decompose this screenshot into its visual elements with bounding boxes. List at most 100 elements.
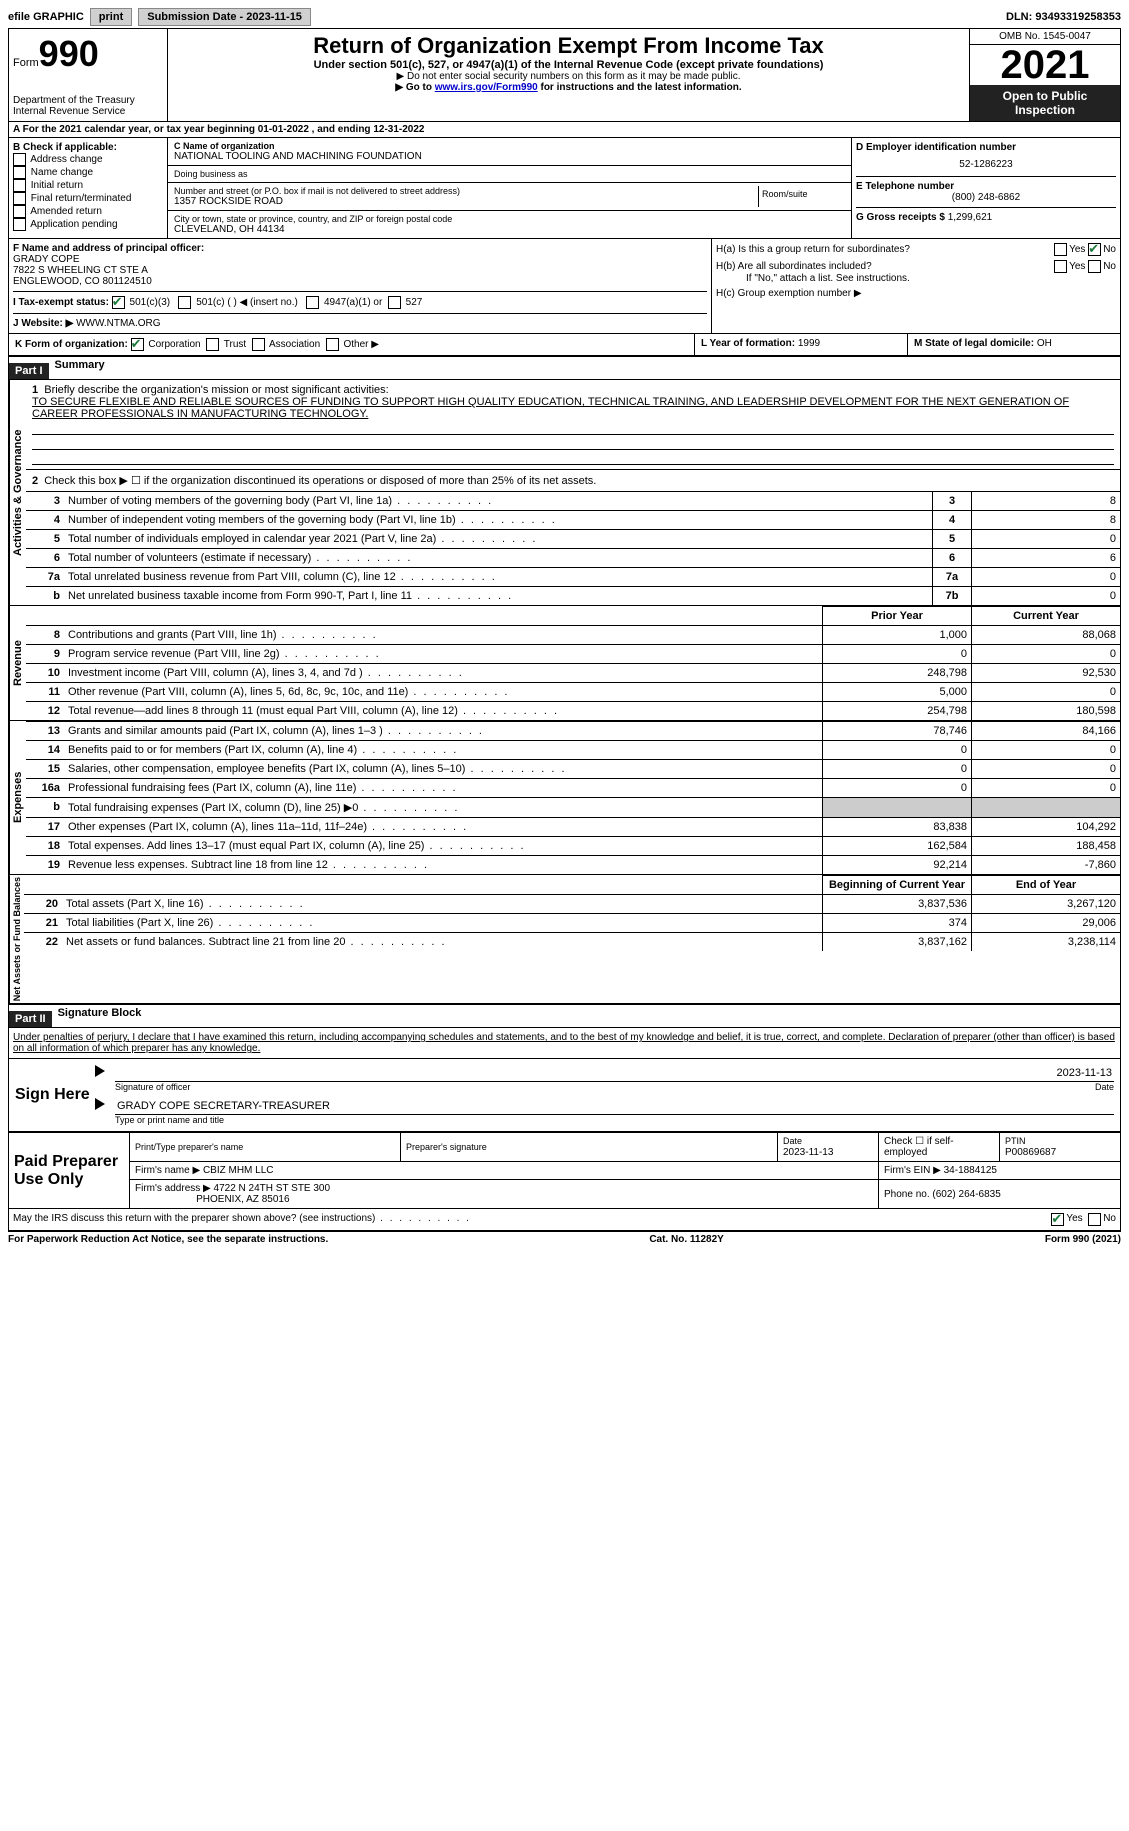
prior-year-value: 92,214	[823, 856, 972, 875]
k-assoc-checkbox[interactable]	[252, 338, 265, 351]
b-checkbox[interactable]	[13, 192, 26, 205]
print-button[interactable]: print	[90, 8, 132, 26]
vlabel-na: Net Assets or Fund Balances	[9, 875, 24, 1003]
section-m-label: M State of legal domicile:	[914, 338, 1034, 349]
b-checkbox[interactable]	[13, 166, 26, 179]
current-year-value: 3,238,114	[972, 933, 1121, 952]
line-label: Total expenses. Add lines 13–17 (must eq…	[64, 837, 823, 856]
line-label: Total number of individuals employed in …	[64, 530, 933, 549]
line-num: 5	[26, 530, 64, 549]
officer-addr1: 7822 S WHEELING CT STE A	[13, 265, 707, 276]
section-e-label: E Telephone number	[856, 181, 1116, 192]
b-checkbox[interactable]	[13, 153, 26, 166]
note2-pre: ▶ Go to	[395, 82, 434, 93]
line-label: Number of independent voting members of …	[64, 511, 933, 530]
part1-header: Part I	[9, 363, 49, 379]
b-checkbox[interactable]	[13, 218, 26, 231]
b-checkbox[interactable]	[13, 179, 26, 192]
section-i-label: I Tax-exempt status:	[13, 297, 109, 308]
prior-year-value: 0	[823, 645, 972, 664]
hc-label: H(c) Group exemption number ▶	[716, 288, 1116, 299]
org-address: 1357 ROCKSIDE ROAD	[174, 196, 758, 207]
gray-cell	[823, 798, 972, 818]
discuss-no-checkbox[interactable]	[1088, 1213, 1101, 1226]
date-label: Date	[1095, 1082, 1114, 1092]
line-num: b	[26, 587, 64, 606]
line-label: Net assets or fund balances. Subtract li…	[62, 933, 823, 952]
line-label: Total fundraising expenses (Part IX, col…	[64, 798, 823, 818]
officer-name-title: GRADY COPE SECRETARY-TREASURER	[115, 1098, 1114, 1115]
ha-yes-checkbox[interactable]	[1054, 243, 1067, 256]
arrow-icon	[95, 1065, 105, 1077]
website-value: WWW.NTMA.ORG	[76, 318, 160, 329]
line2-text: Check this box ▶ ☐ if the organization d…	[44, 475, 596, 487]
hb-no-checkbox[interactable]	[1088, 260, 1101, 273]
gray-cell	[972, 798, 1121, 818]
line-num: b	[26, 798, 64, 818]
prep-date-label: Date	[783, 1136, 802, 1146]
arrow-icon	[95, 1098, 105, 1110]
firm-name: CBIZ MHM LLC	[203, 1165, 274, 1176]
opt-501c3: 501(c)(3)	[130, 297, 171, 308]
current-year-value: 0	[972, 741, 1121, 760]
line-num: 16a	[26, 779, 64, 798]
part2-title: Signature Block	[52, 1005, 148, 1027]
k-trust-checkbox[interactable]	[206, 338, 219, 351]
line-label: Total unrelated business revenue from Pa…	[64, 568, 933, 587]
section-g-label: G Gross receipts $	[856, 212, 945, 223]
type-name-label: Type or print name and title	[115, 1115, 1114, 1125]
line-num: 15	[26, 760, 64, 779]
prior-year-value: 0	[823, 779, 972, 798]
year-formation: 1999	[798, 338, 820, 349]
preparer-table: Paid Preparer Use Only Print/Type prepar…	[8, 1132, 1121, 1209]
checkbox-501c[interactable]	[178, 296, 191, 309]
line-value: 6	[972, 549, 1121, 568]
checkbox-501c3[interactable]	[112, 296, 125, 309]
k-other: Other ▶	[343, 339, 378, 350]
k-corp: Corporation	[148, 339, 200, 350]
line-value: 8	[972, 511, 1121, 530]
line-num: 22	[24, 933, 62, 952]
submission-date-button[interactable]: Submission Date - 2023-11-15	[138, 8, 311, 26]
firm-ein: 34-1884125	[944, 1165, 997, 1176]
k-corp-checkbox[interactable]	[131, 338, 144, 351]
b-checkbox[interactable]	[13, 205, 26, 218]
firm-name-label: Firm's name ▶	[135, 1165, 200, 1176]
k-other-checkbox[interactable]	[326, 338, 339, 351]
form990-link[interactable]: www.irs.gov/Form990	[435, 82, 538, 93]
discuss-yes: Yes	[1066, 1213, 1082, 1226]
prior-year-value: 5,000	[823, 683, 972, 702]
prior-year-value: 1,000	[823, 626, 972, 645]
checkbox-4947[interactable]	[306, 296, 319, 309]
checkbox-527[interactable]	[388, 296, 401, 309]
firm-addr2: PHOENIX, AZ 85016	[196, 1194, 289, 1205]
prep-phone-label: Phone no.	[884, 1189, 930, 1200]
firm-addr1: 4722 N 24TH ST STE 300	[214, 1183, 331, 1194]
ha-yes: Yes	[1069, 244, 1085, 255]
open-inspection: Open to Public Inspection	[970, 85, 1120, 121]
prep-phone: (602) 264-6835	[932, 1189, 1000, 1200]
current-year-value: 84,166	[972, 722, 1121, 741]
vlabel-exp: Expenses	[9, 721, 26, 874]
col-header: Beginning of Current Year	[823, 876, 972, 895]
hb-yes-checkbox[interactable]	[1054, 260, 1067, 273]
ha-no-checkbox[interactable]	[1088, 243, 1101, 256]
sig-officer-label: Signature of officer	[115, 1082, 1095, 1092]
ein-value: 52-1286223	[856, 153, 1116, 176]
line-num: 4	[26, 511, 64, 530]
room-label: Room/suite	[759, 186, 845, 207]
firm-addr-label: Firm's address ▶	[135, 1183, 211, 1194]
line-value: 0	[972, 568, 1121, 587]
note-ssn: ▶ Do not enter social security numbers o…	[172, 71, 965, 82]
prep-date: 2023-11-13	[783, 1147, 833, 1158]
k-assoc: Association	[269, 339, 320, 350]
section-d-label: D Employer identification number	[856, 142, 1116, 153]
col-header: End of Year	[972, 876, 1121, 895]
line-label: Professional fundraising fees (Part IX, …	[64, 779, 823, 798]
current-year-value: 29,006	[972, 914, 1121, 933]
line-num: 20	[24, 895, 62, 914]
line-num: 11	[26, 683, 64, 702]
current-year-value: 104,292	[972, 818, 1121, 837]
opt-501c: 501(c) ( ) ◀ (insert no.)	[196, 297, 298, 308]
discuss-yes-checkbox[interactable]	[1051, 1213, 1064, 1226]
